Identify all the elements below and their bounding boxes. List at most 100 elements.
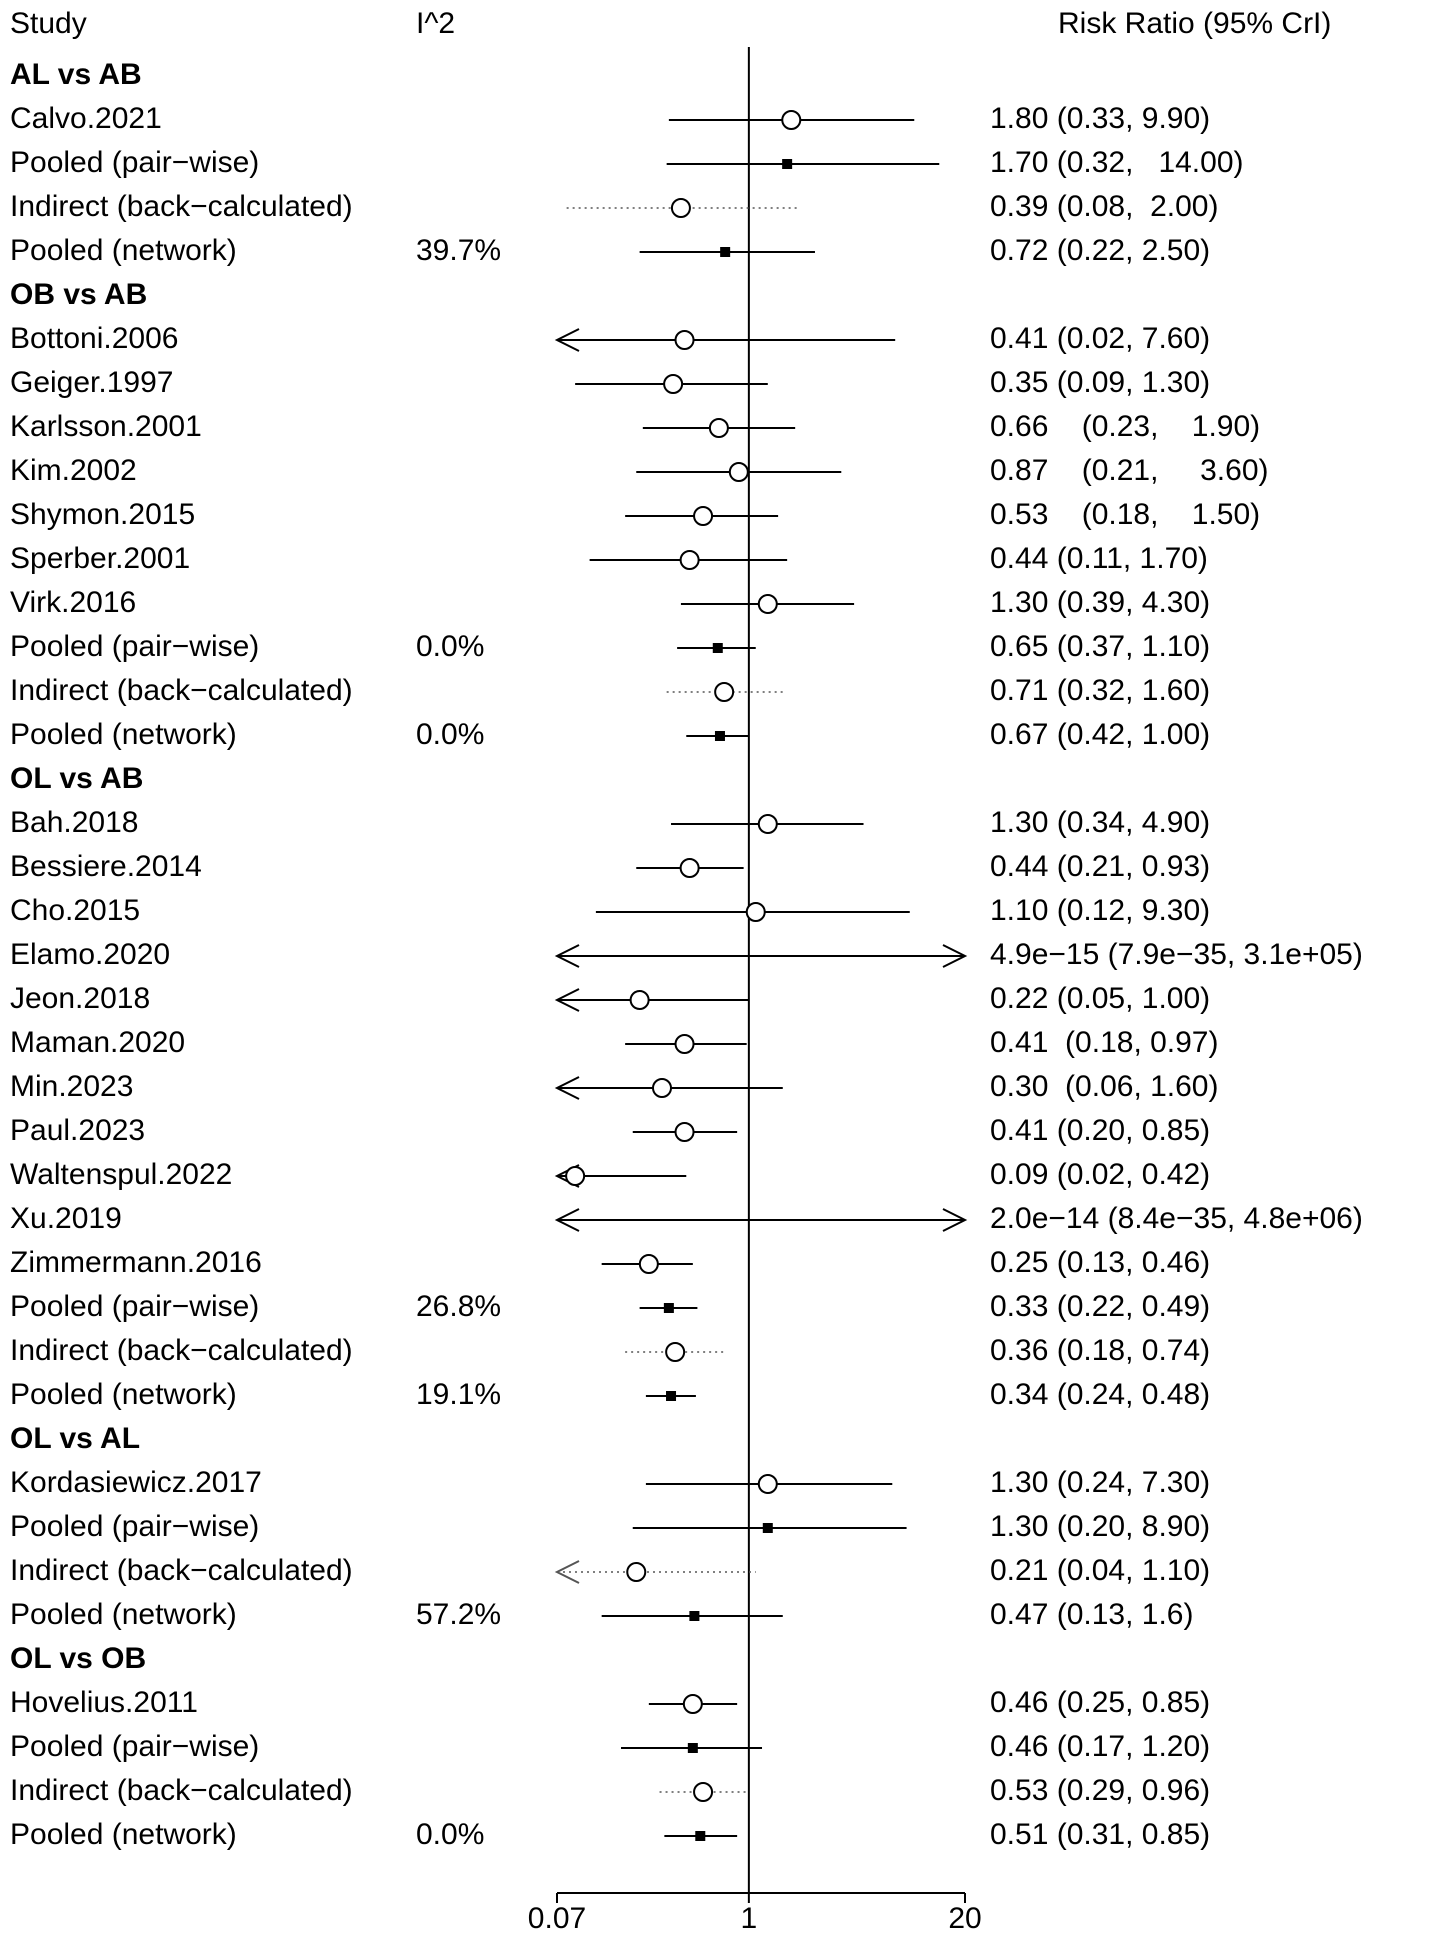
row-label: Indirect (back−calculated) xyxy=(10,1554,353,1587)
estimate-label: 0.41 (0.18, 0.97) xyxy=(990,1026,1219,1059)
estimate-label: 0.35 (0.09, 1.30) xyxy=(990,366,1210,399)
i2-label: 0.0% xyxy=(416,630,484,663)
estimate-label: 0.34 (0.24, 0.48) xyxy=(990,1378,1210,1411)
row-label: Sperber.2001 xyxy=(10,542,190,575)
row-label: Pooled (network) xyxy=(10,1598,237,1631)
estimate-label: 0.25 (0.13, 0.46) xyxy=(990,1246,1210,1279)
i2-label: 39.7% xyxy=(416,234,501,267)
estimate-label: 0.33 (0.22, 0.49) xyxy=(990,1290,1210,1323)
estimate-label: 0.46 (0.25, 0.85) xyxy=(990,1686,1210,1719)
point-estimate xyxy=(682,1694,703,1714)
estimate-label: 1.80 (0.33, 9.90) xyxy=(990,102,1210,135)
group-title: OL vs AL xyxy=(10,1422,140,1455)
point-estimate xyxy=(757,1474,778,1494)
row-label: Calvo.2021 xyxy=(10,102,162,135)
point-estimate xyxy=(728,462,749,482)
estimate-label: 0.44 (0.11, 1.70) xyxy=(990,542,1208,575)
row-label: Hovelius.2011 xyxy=(10,1686,198,1719)
row-label: Bessiere.2014 xyxy=(10,850,202,883)
estimate-label: 4.9e−15 (7.9e−35, 3.1e+05) xyxy=(990,938,1363,971)
row-label: Bottoni.2006 xyxy=(10,322,178,355)
point-estimate xyxy=(693,1782,714,1802)
row-label: Indirect (back−calculated) xyxy=(10,1334,353,1367)
row-label: Jeon.2018 xyxy=(10,982,150,1015)
x-tick-label: 1 xyxy=(741,1902,758,1935)
i2-label: 26.8% xyxy=(416,1290,501,1323)
estimate-label: 0.67 (0.42, 1.00) xyxy=(990,718,1210,751)
row-label: Pooled (pair−wise) xyxy=(10,630,259,663)
estimate-label: 0.87 (0.21, 3.60) xyxy=(990,454,1269,487)
estimate-label: 0.41 (0.02, 7.60) xyxy=(990,322,1210,355)
i2-label: 0.0% xyxy=(416,718,484,751)
point-estimate xyxy=(638,1254,659,1274)
estimate-label: 1.30 (0.39, 4.30) xyxy=(990,586,1210,619)
point-estimate xyxy=(679,550,700,570)
estimate-label: 0.53 (0.29, 0.96) xyxy=(990,1774,1210,1807)
point-estimate xyxy=(708,418,729,438)
row-label: Pooled (pair−wise) xyxy=(10,1290,259,1323)
point-estimate xyxy=(757,814,778,834)
row-label: Geiger.1997 xyxy=(10,366,173,399)
i2-label: 57.2% xyxy=(416,1598,501,1631)
estimate-label: 0.51 (0.31, 0.85) xyxy=(990,1818,1210,1851)
row-label: Pooled (pair−wise) xyxy=(10,1510,259,1543)
estimate-label: 0.39 (0.08, 2.00) xyxy=(990,190,1219,223)
estimate-label: 0.36 (0.18, 0.74) xyxy=(990,1334,1210,1367)
point-estimate xyxy=(714,682,735,702)
estimate-label: 0.53 (0.18, 1.50) xyxy=(990,498,1260,531)
group-title: OL vs OB xyxy=(10,1642,146,1675)
row-label: Pooled (network) xyxy=(10,718,237,751)
estimate-label: 1.30 (0.24, 7.30) xyxy=(990,1466,1210,1499)
group-title: OB vs AB xyxy=(10,278,147,311)
estimate-label: 0.46 (0.17, 1.20) xyxy=(990,1730,1210,1763)
point-estimate xyxy=(565,1166,586,1186)
i2-label: 0.0% xyxy=(416,1818,484,1851)
point-estimate xyxy=(745,902,766,922)
row-label: Waltenspul.2022 xyxy=(10,1158,232,1191)
point-estimate xyxy=(782,159,793,169)
ci-arrow xyxy=(554,1560,580,1584)
ci-arrow xyxy=(554,1076,580,1100)
point-estimate xyxy=(674,1034,695,1054)
row-label: Kordasiewicz.2017 xyxy=(10,1466,262,1499)
row-label: Pooled (pair−wise) xyxy=(10,1730,259,1763)
estimate-label: 0.41 (0.20, 0.85) xyxy=(990,1114,1210,1147)
row-label: Maman.2020 xyxy=(10,1026,185,1059)
estimate-label: 1.10 (0.12, 9.30) xyxy=(990,894,1210,927)
row-label: Cho.2015 xyxy=(10,894,140,927)
ci-arrow xyxy=(554,988,580,1012)
row-label: Karlsson.2001 xyxy=(10,410,202,443)
ci-arrow xyxy=(554,328,580,352)
row-label: Shymon.2015 xyxy=(10,498,195,531)
row-label: Indirect (back−calculated) xyxy=(10,1774,353,1807)
group-title: OL vs AB xyxy=(10,762,143,795)
estimate-label: 0.44 (0.21, 0.93) xyxy=(990,850,1210,883)
estimate-label: 0.21 (0.04, 1.10) xyxy=(990,1554,1210,1587)
estimate-label: 1.30 (0.20, 8.90) xyxy=(990,1510,1210,1543)
point-estimate xyxy=(670,198,691,218)
x-tick-label: 0.07 xyxy=(528,1902,586,1935)
point-estimate xyxy=(714,731,725,741)
point-estimate xyxy=(666,1391,677,1401)
study-header: Study xyxy=(10,7,87,40)
row-label: Paul.2023 xyxy=(10,1114,145,1147)
ci-arrow xyxy=(554,1208,580,1232)
point-estimate xyxy=(629,990,650,1010)
estimate-label: 0.71 (0.32, 1.60) xyxy=(990,674,1210,707)
row-label: Indirect (back−calculated) xyxy=(10,190,353,223)
ci-arrow xyxy=(554,944,580,968)
point-estimate xyxy=(695,1831,706,1841)
row-label: Bah.2018 xyxy=(10,806,138,839)
estimate-header: Risk Ratio (95% CrI) xyxy=(1058,7,1331,40)
estimate-label: 0.47 (0.13, 1.6) xyxy=(990,1598,1193,1631)
row-label: Min.2023 xyxy=(10,1070,133,1103)
row-label: Pooled (network) xyxy=(10,1378,237,1411)
estimate-label: 0.72 (0.22, 2.50) xyxy=(990,234,1210,267)
x-tick-label: 20 xyxy=(948,1902,981,1935)
row-label: Pooled (pair−wise) xyxy=(10,146,259,179)
estimate-label: 2.0e−14 (8.4e−35, 4.8e+06) xyxy=(990,1202,1363,1235)
row-label: Virk.2016 xyxy=(10,586,136,619)
point-estimate xyxy=(757,594,778,614)
point-estimate xyxy=(712,643,723,653)
